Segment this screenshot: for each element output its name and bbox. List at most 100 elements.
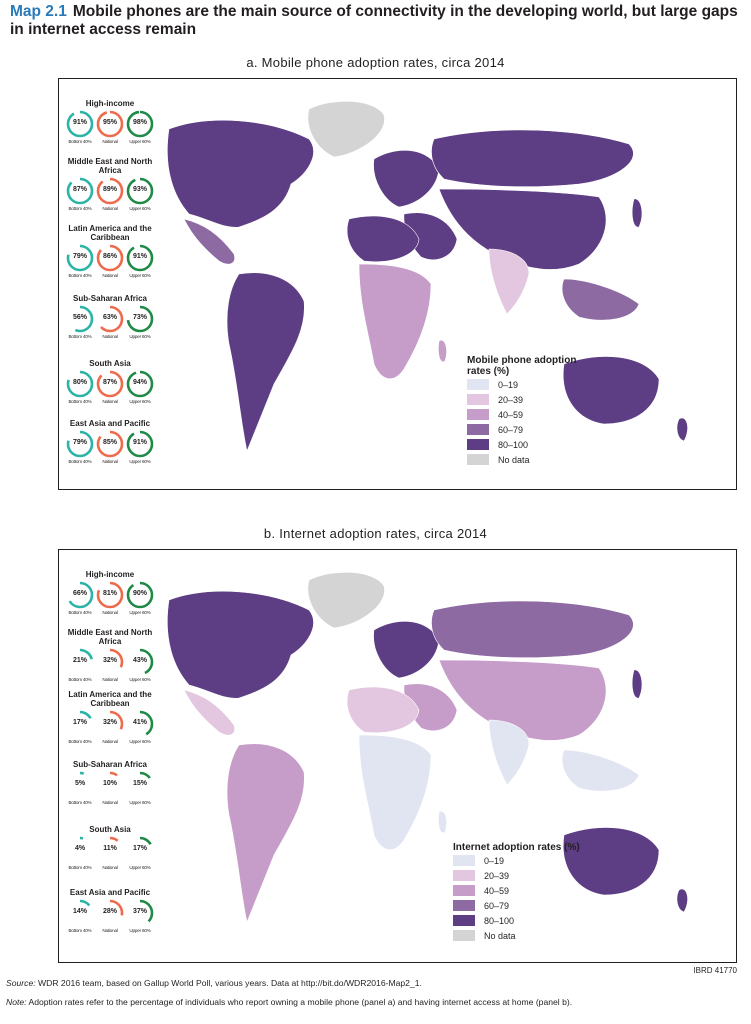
ring-upper <box>126 244 154 272</box>
legend-item: 40–59 <box>453 883 613 898</box>
group-label-national: National <box>102 739 118 744</box>
pct-upper: 93% <box>132 186 147 193</box>
legend-swatch <box>467 394 489 405</box>
pct-national: 95% <box>102 119 117 126</box>
region-name: Sub-Saharan Africa <box>73 760 147 769</box>
ring-group: 5% Bottom 40% 10% National 15% Upper 60% <box>65 769 155 807</box>
legend-mobile: Mobile phone adoption rates (%) 0–19 20–3… <box>467 355 597 467</box>
region-lac: Latin America and the Caribbean 17% Botto… <box>65 690 155 746</box>
ring-national <box>96 581 124 609</box>
ring-bottom <box>66 899 94 927</box>
group-label-national: National <box>102 800 118 805</box>
ring-bottom <box>66 836 94 864</box>
ring-upper <box>126 430 154 458</box>
pct-bottom: 5% <box>74 780 86 787</box>
ring-chart <box>66 430 154 458</box>
region-high-income: High-income 66% Bottom 40% 81% National 90% U… <box>65 570 155 617</box>
ring-bottom <box>66 370 94 398</box>
pct-upper: 91% <box>132 439 147 446</box>
region-name: South Asia <box>89 359 131 368</box>
map-number: Map 2.1 <box>10 3 67 20</box>
group-label-upper: Upper 60% <box>129 273 151 278</box>
legend-label: 20–39 <box>498 394 524 405</box>
legend-item: 20–39 <box>467 392 597 407</box>
pct-national: 32% <box>102 719 117 726</box>
group-label-bottom: Bottom 40% <box>68 459 92 464</box>
group-label-bottom: Bottom 40% <box>68 334 92 339</box>
central-america <box>183 689 235 736</box>
region-lac: Latin America and the Caribbean 79% Botto… <box>65 224 155 280</box>
legend-item: 60–79 <box>467 422 597 437</box>
legend-item: No data <box>453 928 613 943</box>
sub-saharan-africa <box>358 734 432 850</box>
central-america <box>183 218 235 265</box>
ring-bottom <box>66 244 94 272</box>
southeast-asia <box>561 278 640 321</box>
region-name: Middle East and North Africa <box>67 157 153 175</box>
pct-bottom: 17% <box>72 719 87 726</box>
ring-national <box>96 710 124 738</box>
australia <box>562 356 660 425</box>
north-america <box>167 119 314 228</box>
legend-title: Internet adoption rates (%) <box>453 842 580 853</box>
madagascar <box>438 339 447 363</box>
group-label-national: National <box>102 399 118 404</box>
ibrd-code: IBRD 41770 <box>693 966 737 975</box>
ring-national <box>96 305 124 333</box>
legend-label: 60–79 <box>484 900 510 911</box>
pct-bottom: 21% <box>72 657 87 664</box>
ring-upper <box>126 899 154 927</box>
group-label-upper: Upper 60% <box>129 610 151 615</box>
ring-chart <box>66 836 154 864</box>
group-label-national: National <box>102 334 118 339</box>
map-title-text: Mobile phones are the main source of con… <box>10 3 738 38</box>
ring-chart <box>66 305 154 333</box>
asia <box>438 188 607 270</box>
group-label-national: National <box>102 206 118 211</box>
region-name: Sub-Saharan Africa <box>73 294 147 303</box>
southeast-asia <box>561 749 640 792</box>
ring-chart <box>66 771 154 799</box>
legend-label: No data <box>484 930 516 941</box>
group-label-bottom: Bottom 40% <box>68 206 92 211</box>
region-east-asia: East Asia and Pacific 79% Bottom 40% 85% Na… <box>65 419 155 466</box>
legend-swatch <box>467 424 489 435</box>
north-africa <box>346 215 420 262</box>
group-label-national: National <box>102 273 118 278</box>
ring-group: 56% Bottom 40% 63% National 73% Upper 60% <box>65 303 155 341</box>
ring-national <box>96 899 124 927</box>
ring-group: 79% Bottom 40% 86% National 91% Upper 60% <box>65 242 155 280</box>
ring-chart <box>66 244 154 272</box>
group-label-bottom: Bottom 40% <box>68 739 92 744</box>
ring-national <box>96 648 124 676</box>
group-label-national: National <box>102 139 118 144</box>
ring-upper <box>126 370 154 398</box>
panel-b-map: High-income 66% Bottom 40% 81% National 90% U… <box>58 549 737 963</box>
ring-upper <box>126 771 154 799</box>
region-ssa: Sub-Saharan Africa 56% Bottom 40% 63% Natio… <box>65 294 155 341</box>
ring-group: 66% Bottom 40% 81% National 90% Upper 60% <box>65 579 155 617</box>
pct-bottom: 66% <box>72 590 87 597</box>
ring-chart <box>66 648 154 676</box>
region-name: Latin America and the Caribbean <box>68 690 152 708</box>
region-south-asia: South Asia 4% Bottom 40% 11% National 17% Upp… <box>65 825 155 872</box>
europe <box>373 149 440 208</box>
ring-upper <box>126 710 154 738</box>
group-label-bottom: Bottom 40% <box>68 800 92 805</box>
japan <box>631 669 643 699</box>
pct-bottom: 56% <box>72 314 87 321</box>
group-label-national: National <box>102 459 118 464</box>
legend-item: 60–79 <box>453 898 613 913</box>
legend-item: 40–59 <box>467 407 597 422</box>
pct-national: 63% <box>102 314 117 321</box>
north-america <box>167 590 314 699</box>
legend-internet: Internet adoption rates (%) 0–19 20–39 40–… <box>453 842 613 943</box>
pct-upper: 98% <box>132 119 147 126</box>
legend-label: 80–100 <box>498 439 529 450</box>
ring-national <box>96 110 124 138</box>
source-text: WDR 2016 team, based on Gallup World Pol… <box>38 978 422 988</box>
ring-group: 4% Bottom 40% 11% National 17% Upper 60% <box>65 834 155 872</box>
legend-swatch <box>467 409 489 420</box>
panel-a-title: a. Mobile phone adoption rates, circa 20… <box>246 55 505 70</box>
greenland <box>307 101 385 158</box>
